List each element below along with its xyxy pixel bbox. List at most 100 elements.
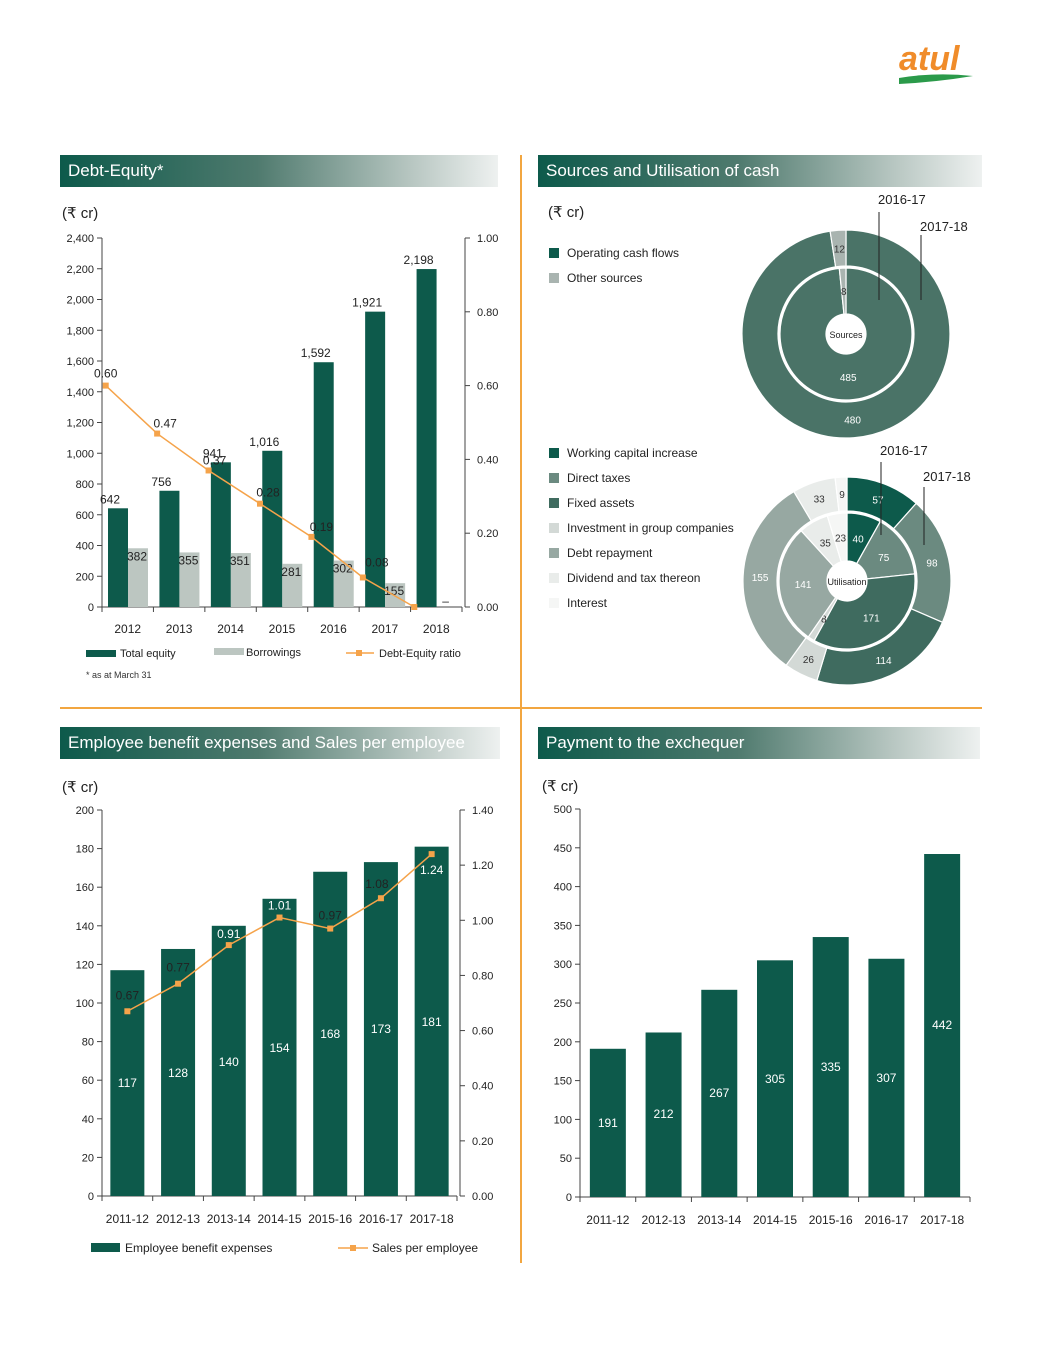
x-tick-label: 2014 <box>217 622 244 636</box>
y2-tick-label: 0.20 <box>472 1136 493 1148</box>
y2-tick-label: 1.00 <box>477 233 498 245</box>
y-tick-label: 350 <box>554 920 572 932</box>
bar-label: 117 <box>118 1076 137 1090</box>
legend-borrowings: Borrowings <box>246 647 302 659</box>
donut-label: 33 <box>814 495 826 506</box>
bar-borrowings <box>230 553 251 607</box>
legend-swatch-operating-cash-flows <box>549 248 559 258</box>
bar-employee-benefit-expenses <box>211 925 246 1196</box>
line-marker <box>308 533 315 540</box>
bar-label: 305 <box>765 1072 785 1086</box>
legend-investment: Investment in group companies <box>567 521 734 535</box>
x-tick-label: 2015 <box>269 622 296 636</box>
y-tick-label: 0 <box>88 1191 94 1203</box>
y-tick-label: 50 <box>560 1153 572 1165</box>
legend-swatch-dividend <box>549 573 559 583</box>
x-tick-label: 2016-17 <box>359 1212 403 1226</box>
legend-fixed-assets: Fixed assets <box>567 496 634 510</box>
bar-label: 1,016 <box>249 435 279 449</box>
bar-total-equity <box>210 462 231 607</box>
donut-label: 8 <box>821 614 827 625</box>
y-tick-label: 1,800 <box>66 325 94 337</box>
donut-label: 75 <box>878 553 890 564</box>
x-tick-label: 2017 <box>372 622 399 636</box>
exchequer-unit: (₹ cr) <box>542 778 579 795</box>
y2-tick-label: 1.00 <box>472 915 493 927</box>
bar-label: 181 <box>422 1015 442 1029</box>
bar-label: 173 <box>371 1022 391 1036</box>
x-tick-label: 2013-14 <box>207 1212 251 1226</box>
donut-label: 9 <box>839 490 845 501</box>
logo-swoosh <box>899 74 973 84</box>
utilisation-donut: 40 75 171 8 141 35 23 57 98 114 26 155 33 9 Utilisatio… <box>742 462 952 686</box>
donut-label: 114 <box>876 656 892 667</box>
y-tick-label: 1,400 <box>66 387 94 399</box>
bar-total-equity <box>108 508 128 607</box>
debt-equity-unit: (₹ cr) <box>62 205 99 222</box>
debt-equity-legend: Total equity Borrowings Debt-Equity rati… <box>86 647 461 660</box>
legend-operating-cash-flows: Operating cash flows <box>567 246 679 260</box>
bar-total-equity <box>313 362 334 607</box>
legend-swatch-employee-expenses <box>91 1243 120 1252</box>
line-marker <box>411 604 418 610</box>
employee-legend: Employee benefit expenses Sales per empl… <box>91 1241 478 1255</box>
employee-chart: 0 20 40 60 80 100 120 140 160 180 200 2011-12 2012-1… <box>76 805 494 1226</box>
y-tick-label: 60 <box>82 1075 94 1087</box>
legend-swatch-debt-repayment <box>549 548 559 558</box>
line-marker <box>124 1008 131 1015</box>
bar-label: 155 <box>384 584 404 598</box>
y-tick-label: 150 <box>554 1076 572 1088</box>
bar-label: 1,921 <box>352 296 382 310</box>
bar-payment-to-the-exchequer <box>924 854 961 1197</box>
donut-label: 480 <box>844 416 861 427</box>
line-label: 0.77 <box>166 961 190 975</box>
y-tick-label: 1,000 <box>66 448 94 460</box>
y-tick-label: 20 <box>82 1152 94 1164</box>
bar-borrowings <box>282 563 303 607</box>
donut-slice <box>741 229 951 439</box>
bar-label: 382 <box>127 549 147 563</box>
y2-tick-label: 0.80 <box>472 970 493 982</box>
legend-swatch-total-equity <box>86 650 116 657</box>
line-marker <box>102 382 109 389</box>
donut-center-label: Sources <box>829 330 863 340</box>
y-tick-label: 300 <box>554 959 572 971</box>
bar-label: 140 <box>219 1055 239 1069</box>
donut-label: 141 <box>795 580 812 591</box>
bar-label: – <box>442 594 449 608</box>
y-tick-label: 200 <box>76 571 94 583</box>
y-tick-label: 500 <box>554 804 572 816</box>
y-tick-label: 1,200 <box>66 418 94 430</box>
x-tick-label: 2011-12 <box>106 1212 149 1226</box>
line-marker <box>428 851 435 858</box>
legend-working-capital: Working capital increase <box>567 446 698 460</box>
y2-tick-label: 1.20 <box>472 860 493 872</box>
line-label: 1.24 <box>420 863 444 877</box>
x-tick-label: 2018 <box>423 622 450 636</box>
donut-label: 8 <box>841 287 847 298</box>
x-tick-label: 2013 <box>166 622 193 636</box>
line-label: 0.97 <box>319 909 343 923</box>
debt-equity-title: Debt-Equity* <box>60 155 498 187</box>
x-tick-label: 2017-18 <box>410 1212 454 1226</box>
y2-tick-label: 0.20 <box>477 528 498 540</box>
y-tick-label: 140 <box>76 921 94 933</box>
y2-tick-label: 0.60 <box>477 381 498 393</box>
line-label: 0.37 <box>203 453 227 467</box>
sources-unit: (₹ cr) <box>548 204 585 221</box>
line-marker <box>359 574 366 581</box>
line-marker <box>377 895 384 902</box>
y2-tick-label: 0.00 <box>472 1191 493 1203</box>
sources-utilisation-chart: Operating cash flows Other sources Worki… <box>549 192 971 686</box>
line-label: 0.67 <box>116 988 140 1002</box>
exchequer-chart: 0 50 100 150 200 250 300 350 400 450 500 2011-12 201… <box>554 804 971 1227</box>
y-tick-label: 40 <box>82 1114 94 1126</box>
legend-swatch-direct-taxes <box>549 473 559 483</box>
bar-payment-to-the-exchequer <box>757 960 793 1197</box>
employee-title: Employee benefit expenses and Sales per … <box>60 727 500 759</box>
bar-total-equity <box>416 269 437 607</box>
y-tick-label: 100 <box>554 1114 572 1126</box>
y-tick-label: 800 <box>76 479 94 491</box>
bar-label: 756 <box>151 475 171 489</box>
bar-borrowings <box>179 552 200 607</box>
